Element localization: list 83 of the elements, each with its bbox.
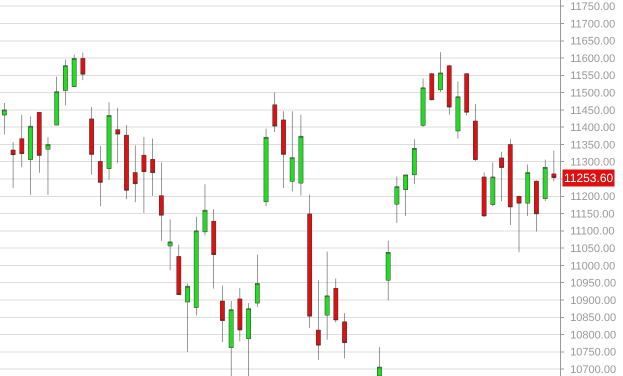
y-tick-label: 11000.00 [570,260,616,272]
candlestick [142,136,146,214]
y-tick-label: 11200.00 [570,191,616,204]
y-tick-label: 11700.00 [570,18,616,30]
y-tick-label: 10900.00 [570,294,616,307]
candlestick [150,138,156,196]
candlestick [342,312,347,359]
candlestick [403,174,408,216]
candlestick [298,114,304,196]
candlestick [10,142,16,188]
candlestick [482,172,486,218]
candlestick [246,302,251,376]
candlestick [429,72,434,101]
candlestick [456,81,460,139]
candlestick [499,151,504,202]
y-tick-label: 10800.00 [570,329,616,342]
candlestick [508,139,513,226]
candlestick [394,176,400,224]
candlestick [72,54,77,87]
candlestick [46,136,50,196]
y-tick-label: 11150.00 [570,208,614,220]
candlestick [412,139,417,184]
candlestick [542,159,548,202]
candlestick [552,150,556,182]
candlestick [420,78,426,128]
candlestick [194,216,199,316]
text: 11253.60 [564,171,614,185]
y-tick-label: 11050.00 [570,242,616,255]
y-tick-label: 11100.00 [570,226,614,238]
candlestick [132,145,138,202]
candlestick [290,111,295,192]
candlestick [272,92,278,132]
y-tick-label: 11350.00 [570,139,616,152]
candlestick [19,114,24,168]
candlestick [516,195,522,253]
candlestick [490,162,496,207]
candlestick [89,106,94,175]
y-tick-label: 10950.00 [570,278,616,290]
y-tick-label: 10750.00 [570,346,616,359]
candlestick [281,111,286,188]
candlestick [464,72,470,116]
y-tick-label: 11750.00 [570,1,616,14]
y-tick-label: 11550.00 [570,70,616,82]
candlestick [228,300,234,376]
candlestick [115,108,120,164]
candlestick [63,59,68,106]
candlestick [377,346,382,376]
y-tick-label: 11600.00 [570,52,616,65]
candlestick [185,283,190,352]
candlestick [438,52,443,92]
candlestick [158,162,164,242]
candlestick [316,280,321,360]
y-tick-label: 10700.00 [570,364,616,376]
candlestick [28,116,33,196]
y-tick-label: 11400.00 [570,122,616,134]
candlestick [237,288,242,342]
candlestick [307,194,312,328]
y-tick-label: 11500.00 [570,87,616,100]
candlestick [98,146,103,207]
candlestick [446,64,452,115]
candlestick [54,76,60,126]
candlestick [106,102,112,180]
candlestick [473,104,478,162]
candlestick [2,102,7,135]
candlestick [324,251,330,340]
candlestick [124,124,129,200]
candlestick [264,128,268,207]
y-tick-label: 10850.00 [570,312,616,324]
candlestick [525,164,530,216]
candlestick [333,278,338,323]
y-tick-label: 11650.00 [570,36,616,48]
y-tick-label: 11300.00 [570,156,616,169]
candlestick [202,184,208,236]
candlestick [211,208,216,289]
candlestick [220,285,225,342]
candlestick [80,52,86,80]
candlestick [168,219,172,270]
candlestick [534,180,539,232]
candlestick [386,240,391,301]
candlestick [176,244,182,296]
candlestick [36,112,42,174]
y-tick-label: 11450.00 [570,104,616,117]
candlestick [254,254,260,308]
